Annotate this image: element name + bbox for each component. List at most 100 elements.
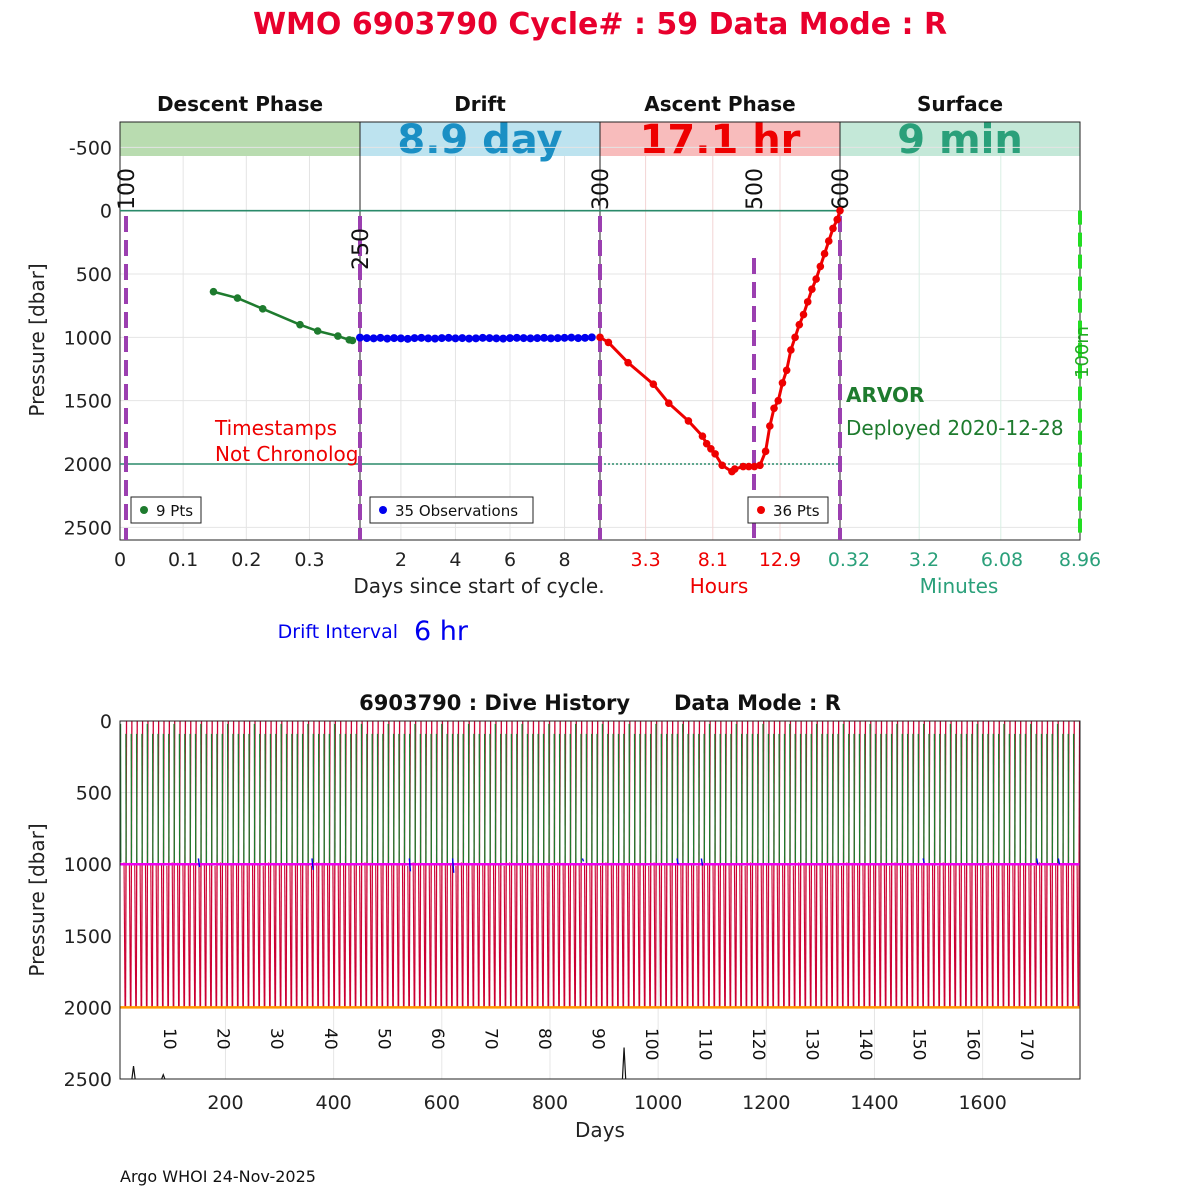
- history-profile-drop: [969, 864, 972, 1008]
- x-label-minutes: Minutes: [920, 574, 999, 598]
- vertical-marker-label: 500: [743, 168, 768, 210]
- data-point-drift: [587, 333, 596, 342]
- history-profile-drop: [964, 864, 967, 1008]
- history-drift-wiggle: [408, 858, 412, 872]
- history-x-tick-label: 1200: [742, 1092, 790, 1114]
- history-profile-drop: [380, 863, 383, 1008]
- data-point-ascent: [744, 462, 753, 471]
- history-profile-drop: [776, 864, 779, 1008]
- history-profile-drop: [846, 862, 849, 1008]
- x-tick-surface: 6.08: [981, 549, 1023, 571]
- data-point-ascent: [774, 396, 783, 405]
- history-profile-drop: [460, 862, 463, 1008]
- cycle-label: 20: [213, 1028, 233, 1050]
- data-point-drift: [471, 334, 480, 343]
- history-profile-drop: [937, 865, 940, 1008]
- history-profile-drop: [182, 863, 185, 1008]
- data-point-ascent: [770, 404, 778, 413]
- history-profile-drop: [155, 865, 158, 1008]
- surface-marker-label: 100m: [1072, 326, 1093, 378]
- series-line-ascent: [599, 210, 842, 474]
- data-point-ascent: [799, 310, 808, 319]
- history-x-tick-label: 1000: [634, 1092, 682, 1114]
- phase-header-descent: Descent Phase: [157, 92, 323, 116]
- data-point-ascent: [707, 445, 715, 453]
- cycle-label: 160: [962, 1028, 982, 1060]
- history-profile-drop: [712, 863, 715, 1008]
- cycle-label: 10: [159, 1028, 179, 1050]
- history-profile-drop: [739, 865, 742, 1008]
- data-point-drift: [465, 334, 474, 343]
- history-profile-drop: [551, 865, 554, 1008]
- history-profile-drop: [316, 862, 319, 1008]
- history-profile-drop: [535, 864, 538, 1008]
- history-profile-drop: [808, 863, 811, 1008]
- history-profile-drop: [696, 865, 699, 1008]
- history-x-tick-label: 800: [532, 1092, 568, 1114]
- history-profile-drop: [219, 862, 222, 1008]
- cycle-label: 150: [909, 1028, 929, 1060]
- history-profile-drop: [225, 862, 228, 1008]
- data-point-drift: [356, 333, 364, 342]
- history-x-tick-label: 400: [316, 1092, 352, 1114]
- history-profile-drop: [749, 862, 753, 1008]
- data-point-drift: [431, 334, 439, 343]
- history-profile-drop: [723, 864, 726, 1008]
- history-profile-drop: [765, 863, 769, 1008]
- history-profile-drop: [455, 865, 458, 1008]
- data-point-ascent: [711, 450, 719, 458]
- data-point-descent: [209, 287, 218, 296]
- data-point-drift: [424, 334, 433, 343]
- history-drift-wiggle: [581, 858, 585, 862]
- phase-duration-drift: 8.9 day: [397, 117, 562, 163]
- history-profile-drop: [417, 862, 421, 1008]
- y-tick-label: 1000: [64, 327, 112, 349]
- x-tick-drift: 4: [449, 549, 461, 571]
- history-profile-drop: [728, 864, 731, 1008]
- history-profile-drop: [792, 865, 795, 1008]
- data-point-ascent: [833, 215, 841, 224]
- data-point-drift: [519, 334, 528, 343]
- data-point-ascent: [756, 461, 764, 470]
- data-point-ascent: [808, 285, 816, 294]
- history-profile-drop: [251, 865, 255, 1008]
- history-profile-drop: [1071, 865, 1074, 1008]
- history-profile-drop: [1076, 865, 1079, 1008]
- history-profile-drop: [915, 864, 919, 1008]
- drift-interval-value: 6 hr: [414, 616, 469, 647]
- history-profile-drop: [471, 863, 474, 1008]
- legend-marker-descent: [140, 506, 148, 514]
- data-point-ascent: [778, 379, 787, 387]
- history-profile-drop: [894, 862, 897, 1008]
- history-profile-drop: [760, 863, 763, 1008]
- data-point-drift: [390, 334, 399, 343]
- data-point-drift: [560, 333, 569, 342]
- data-point-ascent: [739, 462, 747, 471]
- history-profile-drop: [508, 862, 512, 1008]
- cycle-label: 60: [427, 1028, 447, 1050]
- data-point-drift: [444, 333, 453, 342]
- y-tick-label: 1500: [64, 391, 112, 413]
- history-profile-drop: [642, 865, 645, 1008]
- history-profile-drop: [241, 864, 244, 1008]
- legend-label-descent: 9 Pts: [156, 502, 193, 520]
- data-point-ascent: [803, 298, 812, 306]
- history-profile-drop: [487, 864, 490, 1008]
- y-label-top: Pressure [dbar]: [25, 263, 49, 416]
- history-profile-drop: [530, 864, 533, 1008]
- history-drift-wiggle: [922, 858, 925, 863]
- legend-label-drift: 35 Observations: [395, 502, 518, 520]
- data-point-descent: [233, 294, 242, 302]
- history-profile-drop: [278, 863, 281, 1008]
- history-profile-drop: [691, 865, 694, 1008]
- history-profile-drop: [701, 862, 704, 1008]
- phase-duration-ascent: 17.1 hr: [640, 117, 801, 163]
- history-profile-drop: [1055, 863, 1058, 1008]
- history-profile-drop: [326, 863, 330, 1008]
- data-point-descent: [334, 332, 342, 340]
- history-profile-drop: [562, 862, 565, 1008]
- figure-title: WMO 6903790 Cycle# : 59 Data Mode : R: [253, 7, 947, 42]
- history-profile-drop: [262, 865, 265, 1008]
- history-drift-wiggle: [700, 858, 704, 866]
- data-point-ascent: [820, 249, 829, 258]
